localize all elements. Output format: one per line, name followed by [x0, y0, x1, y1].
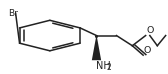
Polygon shape — [92, 36, 101, 60]
Text: O: O — [144, 46, 151, 55]
Text: O: O — [146, 26, 154, 35]
Text: NH: NH — [96, 61, 111, 71]
Text: Br: Br — [8, 9, 18, 18]
Text: 2: 2 — [106, 63, 111, 72]
